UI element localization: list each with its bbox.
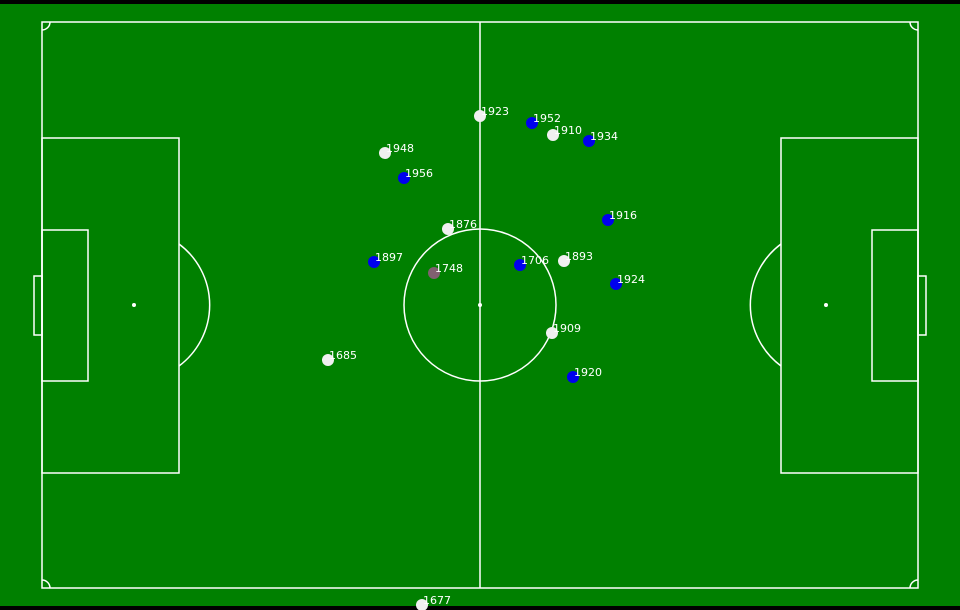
player-dot: [546, 327, 558, 339]
pitch-markings: [33, 21, 927, 589]
left-penalty-spot: [132, 303, 136, 307]
player-dot: [428, 267, 440, 279]
player-marker-1910: 1910: [547, 124, 582, 141]
player-marker-1748: 1748: [428, 262, 463, 279]
corner-arc-bottom-left: [41, 579, 51, 589]
player-dot: [442, 223, 454, 235]
player-id-label: 1876: [449, 218, 477, 231]
player-marker-1934: 1934: [583, 130, 618, 147]
player-dot: [514, 259, 526, 271]
player-marker-1876: 1876: [442, 218, 477, 235]
left-goal: [33, 275, 43, 336]
player-marker-1952: 1952: [526, 112, 561, 129]
player-id-label: 1677: [423, 594, 451, 607]
player-marker-1893: 1893: [558, 250, 593, 267]
right-goal: [917, 275, 927, 336]
right-penalty-spot: [824, 303, 828, 307]
player-id-label: 1920: [574, 366, 602, 379]
player-marker-1924: 1924: [610, 273, 645, 290]
player-id-label: 1956: [405, 167, 433, 180]
player-marker-1948: 1948: [379, 142, 414, 159]
player-dot: [416, 599, 428, 610]
player-id-label: 1685: [329, 349, 357, 362]
player-dot: [398, 172, 410, 184]
player-id-label: 1924: [617, 273, 645, 286]
corner-arc-bottom-right: [909, 579, 919, 589]
player-dot: [610, 278, 622, 290]
player-id-label: 1952: [533, 112, 561, 125]
corner-arc-top-right: [909, 21, 919, 31]
player-marker-1920: 1920: [567, 366, 602, 383]
player-dot: [379, 147, 391, 159]
player-marker-1956: 1956: [398, 167, 433, 184]
player-id-label: 1916: [609, 209, 637, 222]
player-dot: [583, 135, 595, 147]
player-id-label: 1909: [553, 322, 581, 335]
corner-arc-top-left: [41, 21, 51, 31]
player-dot: [526, 117, 538, 129]
player-id-label: 1748: [435, 262, 463, 275]
center-circle: [403, 228, 557, 382]
player-marker-1923: 1923: [474, 105, 509, 122]
player-dot: [558, 255, 570, 267]
player-id-label: 1948: [386, 142, 414, 155]
player-marker-1677: 1677: [416, 594, 451, 610]
player-id-label: 1897: [375, 251, 403, 264]
player-dot: [474, 110, 486, 122]
player-id-label: 1923: [481, 105, 509, 118]
player-id-label: 1934: [590, 130, 618, 143]
right-penalty-arc: [749, 243, 782, 367]
player-dot: [602, 214, 614, 226]
player-dot: [368, 256, 380, 268]
player-marker-1909: 1909: [546, 322, 581, 339]
player-marker-1685: 1685: [322, 349, 357, 366]
center-spot: [478, 303, 482, 307]
player-dot: [567, 371, 579, 383]
player-marker-1916: 1916: [602, 209, 637, 226]
player-id-label: 1910: [554, 124, 582, 137]
player-marker-1706: 1706: [514, 254, 549, 271]
player-dot: [547, 129, 559, 141]
left-penalty-arc: [178, 243, 211, 367]
player-id-label: 1893: [565, 250, 593, 263]
player-marker-1897: 1897: [368, 251, 403, 268]
player-dot: [322, 354, 334, 366]
player-id-label: 1706: [521, 254, 549, 267]
